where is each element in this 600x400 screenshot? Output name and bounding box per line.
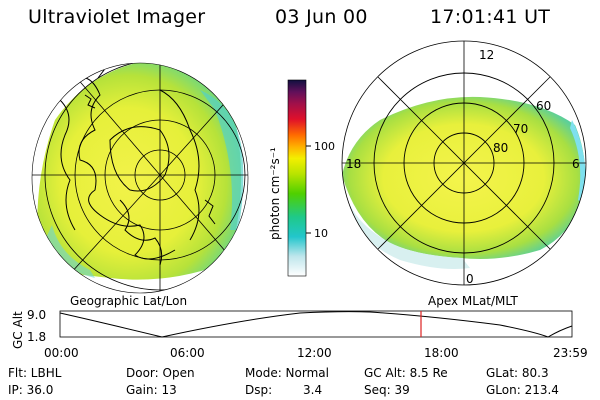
altitude-ytick-high: 9.0 xyxy=(27,308,46,322)
dsp-info: Dsp: xyxy=(245,383,273,397)
mlt-label-0: 0 xyxy=(466,272,474,286)
instrument-title: Ultraviolet Imager xyxy=(28,6,206,28)
mlat-label-70: 70 xyxy=(513,122,528,136)
mlat-label-80: 80 xyxy=(493,141,508,155)
seq-info: Seq: 39 xyxy=(364,383,410,397)
altitude-ytick-low: 1.8 xyxy=(27,330,46,344)
mlt-label-12: 12 xyxy=(479,48,494,62)
colorbar-tick-10: 10 xyxy=(314,227,328,240)
date-label: 03 Jun 00 xyxy=(275,6,368,28)
magnetic-polar-plot: 12 18 6 0 80 70 60 xyxy=(341,40,587,286)
time-label: 17:01:41 UT xyxy=(430,6,551,28)
time-tick-0600: 06:00 xyxy=(170,346,205,360)
time-tick-1200: 12:00 xyxy=(297,346,332,360)
time-tick-0000: 00:00 xyxy=(44,346,79,360)
geographic-map xyxy=(31,62,249,294)
door-info: Door: Open xyxy=(126,366,195,380)
gain-info: Gain: 13 xyxy=(126,383,177,397)
gc-alt-info: GC Alt: 8.5 Re xyxy=(364,366,448,380)
altitude-strip: GC Alt 9.0 1.8 xyxy=(11,308,573,349)
apex-caption: Apex MLat/MLT xyxy=(428,294,518,308)
mode-info: Mode: Normal xyxy=(245,366,329,380)
mlat-label-60: 60 xyxy=(536,99,551,113)
ip-info: IP: 36.0 xyxy=(8,383,54,397)
colorbar: 100 10 photon cm⁻²s⁻¹ xyxy=(268,79,335,277)
mlt-label-18: 18 xyxy=(346,157,361,171)
glat-info: GLat: 80.3 xyxy=(486,366,549,380)
dsp-value: 3.4 xyxy=(303,383,323,397)
altitude-ylabel: GC Alt xyxy=(11,311,25,349)
time-tick-1800: 18:00 xyxy=(424,346,459,360)
geographic-caption: Geographic Lat/Lon xyxy=(70,294,188,308)
colorbar-tick-100: 100 xyxy=(314,140,335,153)
colorbar-unit-label: photon cm⁻²s⁻¹ xyxy=(268,147,282,240)
glon-info: GLon: 213.4 xyxy=(486,383,559,397)
flt-info: Flt: LBHL xyxy=(8,366,62,380)
mlt-label-6: 6 xyxy=(572,157,580,171)
time-tick-2359: 23:59 xyxy=(553,346,588,360)
